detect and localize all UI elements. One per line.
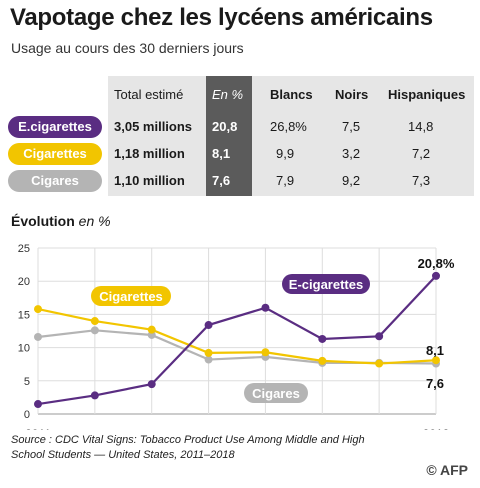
data-point-cigarettes <box>432 356 440 365</box>
data-point-cigarettes <box>318 356 327 365</box>
header-pct: En % <box>212 87 244 102</box>
series-label-cigares-bg <box>244 383 308 403</box>
row-cig-total: 1,18 million <box>114 146 185 161</box>
data-point-e-cigarettes <box>261 303 270 312</box>
y-tick-label: 5 <box>24 376 30 388</box>
data-point-e-cigarettes <box>90 391 99 400</box>
series-label-cigarettes: Cigarettes <box>99 289 163 304</box>
data-point-cigares <box>204 355 213 364</box>
row-cigares-total: 1,10 million <box>114 173 185 188</box>
row-cig-pct: 8,1 <box>212 146 231 161</box>
annotation-ecig-2018: 20,8% <box>418 256 455 271</box>
data-point-e-cigarettes <box>375 332 384 341</box>
row-cigares-noirs: 9,2 <box>342 173 361 188</box>
row-ecig-hisp: 14,8 <box>408 119 434 134</box>
row-cigares-pct: 7,6 <box>212 173 231 188</box>
series-label-cigares: Cigares <box>252 386 300 401</box>
row-ecig-total: 3,05 millions <box>114 119 193 134</box>
x-tick-label: 2018 <box>423 427 450 430</box>
header-noirs: Noirs <box>335 87 369 102</box>
x-tick-label: 2011 <box>25 427 51 430</box>
data-point-cigares <box>90 326 99 335</box>
data-point-e-cigarettes <box>34 400 42 409</box>
y-tick-label: 10 <box>18 343 30 355</box>
series-label-ecigarettes: E-cigarettes <box>289 277 363 292</box>
header-total: Total estimé <box>114 87 184 102</box>
row-ecig-noirs: 7,5 <box>342 119 361 134</box>
pill-cigares: Cigares <box>8 170 102 192</box>
data-point-e-cigarettes <box>318 334 327 343</box>
chart-title: Évolution <box>11 213 75 229</box>
row-cigares-blancs: 7,9 <box>276 173 295 188</box>
annotation-cigares-2018: 7,6 <box>426 376 444 391</box>
y-tick-label: 15 <box>18 309 30 321</box>
data-point-cigarettes <box>34 305 42 314</box>
y-tick-label: 0 <box>24 409 30 421</box>
series-label-cigarettes-bg <box>91 286 171 306</box>
row-ecig-blancs: 26,8% <box>270 119 307 134</box>
header-blancs: Blancs <box>270 87 313 102</box>
table-highlight-column <box>206 76 252 196</box>
pill-cigarettes: Cigarettes <box>8 143 102 165</box>
header-hispaniques: Hispaniques <box>388 87 466 102</box>
series-label-ecigarettes-bg <box>282 274 370 294</box>
chart-heading: Évolution en % <box>11 213 111 229</box>
row-cig-hisp: 7,2 <box>412 146 431 161</box>
chart-unit: en % <box>78 213 111 229</box>
data-point-e-cigarettes <box>204 321 213 330</box>
data-point-e-cigarettes <box>147 380 156 389</box>
line-chart: 0 5 10 15 20 25 2011 2018 E-cigarettes Cigarettes… <box>18 243 455 430</box>
data-point-cigarettes <box>90 317 99 326</box>
row-ecig-pct: 20,8 <box>212 119 238 134</box>
data-point-cigarettes <box>147 325 156 334</box>
table-background <box>108 76 474 196</box>
row-cig-blancs: 9,9 <box>276 146 295 161</box>
row-cigares-hisp: 7,3 <box>412 173 431 188</box>
afp-logo: © AFP <box>426 462 468 478</box>
data-point-cigarettes <box>261 348 270 357</box>
page-subtitle: Usage au cours des 30 derniers jours <box>11 40 244 56</box>
data-point-cigarettes <box>375 359 384 368</box>
y-tick-label: 20 <box>18 276 30 288</box>
series-line-e-cigarettes <box>37 275 437 406</box>
source-note: Source : CDC Vital Signs: Tobacco Produc… <box>11 434 365 461</box>
page-title: Vapotage chez les lycéens américains <box>10 4 433 31</box>
y-tick-label: 25 <box>18 243 30 255</box>
data-point-e-cigarettes <box>432 271 440 280</box>
data-point-cigarettes <box>204 348 213 357</box>
annotation-cig-2018: 8,1 <box>426 343 444 358</box>
data-point-cigares <box>34 332 42 341</box>
series-line-cigarettes <box>37 308 437 365</box>
stats-table: Total estimé En % Blancs Noirs Hispaniqu… <box>0 76 480 196</box>
row-cig-noirs: 3,2 <box>342 146 361 161</box>
pill-ecigarettes: E.cigarettes <box>8 116 102 138</box>
